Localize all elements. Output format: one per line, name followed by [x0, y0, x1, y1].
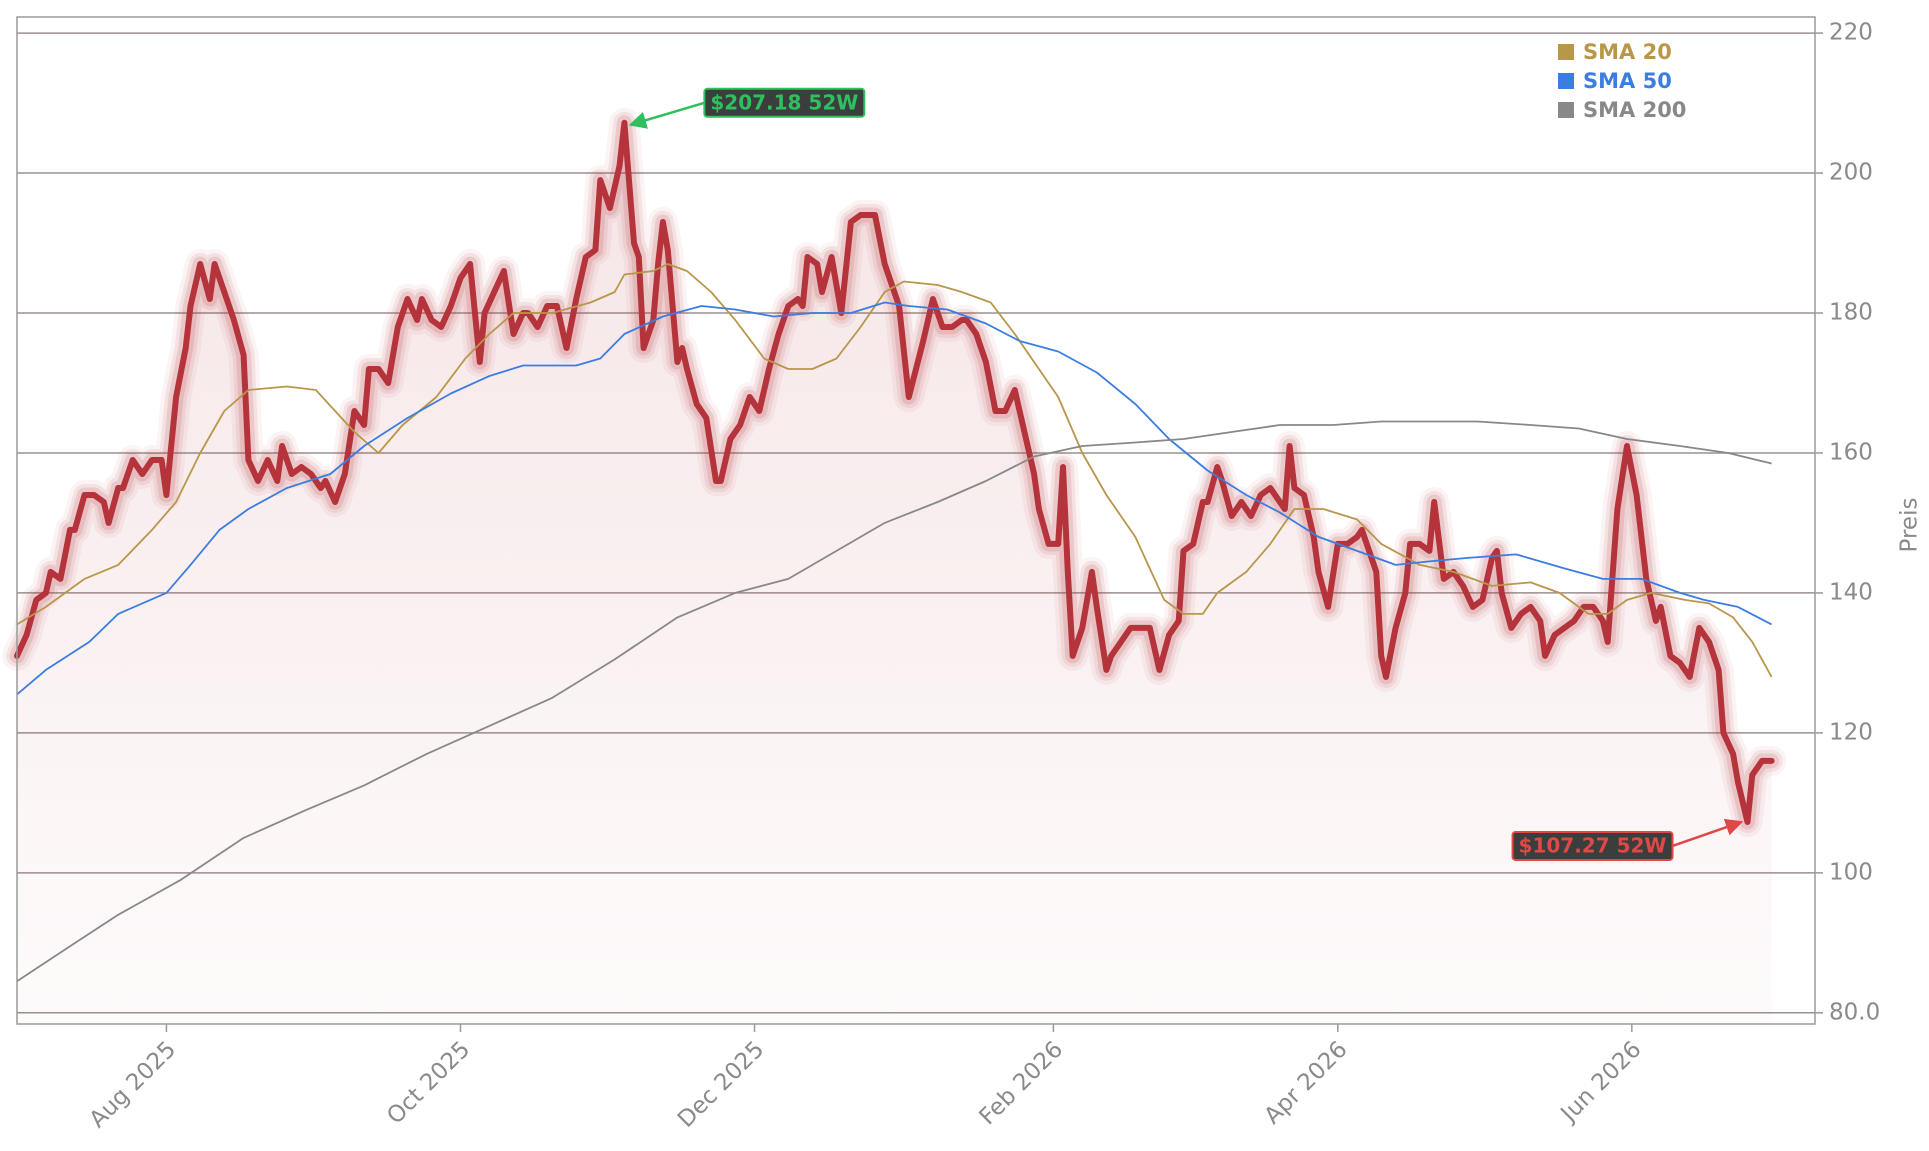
- annotation: $107.27 52W: [1511, 830, 1674, 861]
- y-axis-label: Preis: [1897, 498, 1923, 553]
- annotation-arrow: [628, 101, 705, 129]
- y-tick-label: 180: [1829, 300, 1873, 326]
- sma-line: [16, 420, 1772, 983]
- legend-swatch: [1558, 73, 1574, 89]
- legend-label: SMA 20: [1583, 40, 1672, 64]
- sma-line: [16, 301, 1773, 696]
- legend-label: SMA 50: [1583, 69, 1672, 93]
- annotation-label: $107.27 52W: [1519, 833, 1667, 857]
- annotation: $207.18 52W: [703, 87, 866, 118]
- price-line: [14, 119, 1775, 825]
- y-tick-label: 80.0: [1829, 999, 1880, 1025]
- annotation-label: $207.18 52W: [710, 90, 858, 114]
- price-area: [17, 122, 1772, 1025]
- legend-label: SMA 200: [1583, 98, 1686, 122]
- annotation-arrow: [1672, 818, 1744, 848]
- y-tick-label: 120: [1829, 719, 1873, 745]
- sma-line: [16, 263, 1773, 678]
- y-tick-label: 140: [1829, 579, 1873, 605]
- y-tick-label: 200: [1829, 160, 1873, 186]
- plot-frame: [16, 16, 1816, 1025]
- y-tick-label: 160: [1829, 439, 1873, 465]
- legend-swatch: [1558, 102, 1574, 118]
- y-tick-label: 100: [1829, 859, 1873, 885]
- y-tick-label: 220: [1829, 20, 1873, 46]
- legend-swatch: [1558, 44, 1574, 60]
